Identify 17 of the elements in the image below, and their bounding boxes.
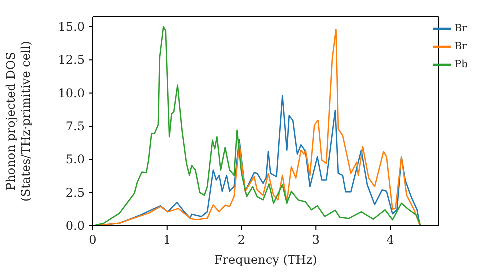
y-tick-label: 5.0 xyxy=(66,152,85,167)
x-tick-label: 4 xyxy=(386,233,395,247)
legend-label: Br xyxy=(454,42,467,53)
x-axis-title: Frequency (THz) xyxy=(214,253,318,267)
x-tick-label: 0 xyxy=(89,233,97,247)
x-tick-label: 2 xyxy=(238,233,246,247)
y-tick-label: 12.5 xyxy=(58,53,85,68)
legend-label: Pb xyxy=(454,60,468,71)
legend-label: Br xyxy=(454,24,467,35)
y-axis-title: Phonon projected DOS (States/THz·primitive cell) xyxy=(4,41,33,202)
y-tick-label: 2.5 xyxy=(66,186,85,200)
x-tick-label: 1 xyxy=(164,233,172,247)
y-tick-label: 7.5 xyxy=(66,119,85,134)
y-tick-label: 0.0 xyxy=(66,219,85,233)
x-tick-label: 3 xyxy=(312,233,320,247)
y-tick-label: 10.0 xyxy=(58,86,85,100)
y-tick-label: 15.0 xyxy=(58,20,85,34)
